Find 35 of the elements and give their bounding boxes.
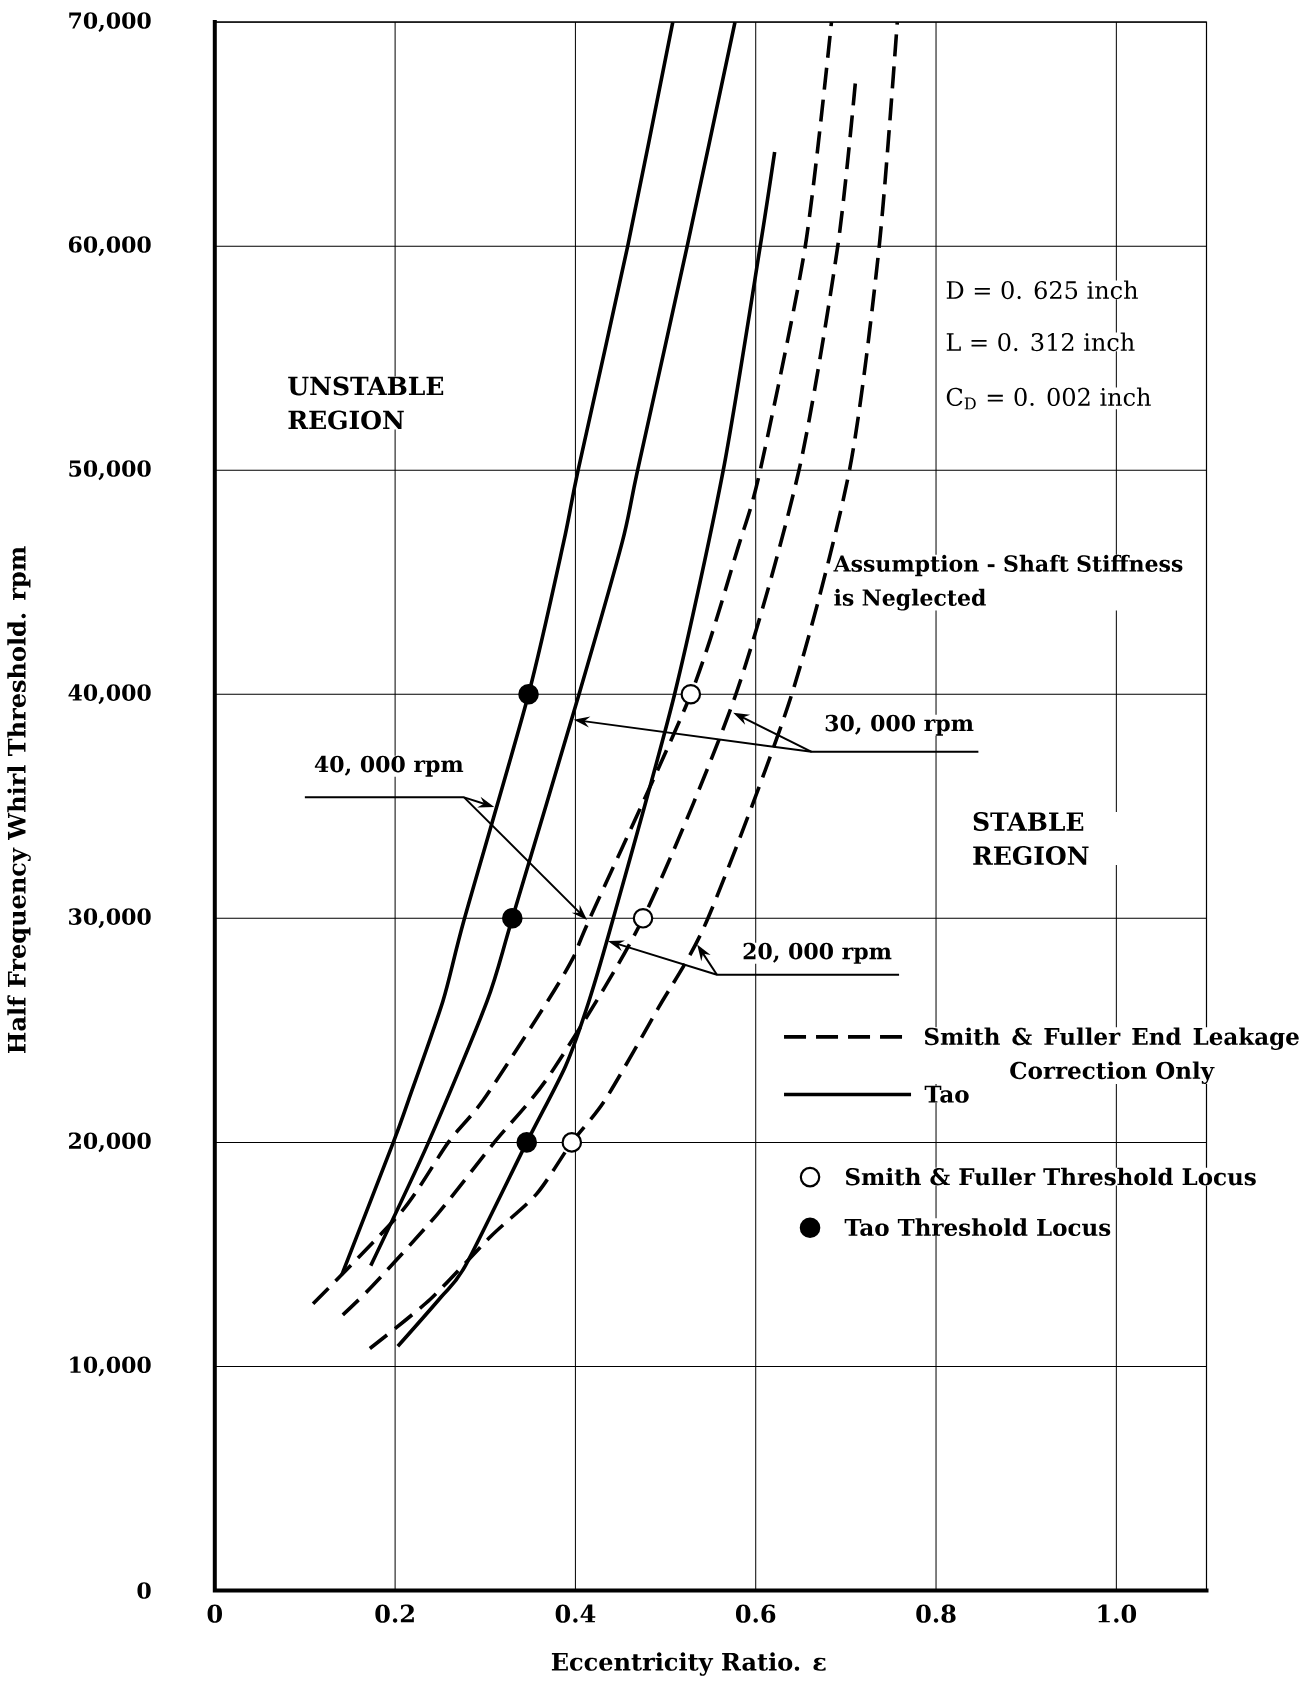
annotation: D = 0. 625 inch [946, 280, 1138, 300]
text: Smith & Fuller End Leakage Correction Only [924, 1027, 1299, 1084]
y-tick-label: 60,000 [68, 236, 151, 257]
text: Tao [924, 1085, 969, 1103]
legend-label: Tao Threshold Locus [844, 1218, 1111, 1237]
annotation: STABLE REGION [973, 812, 1089, 865]
y-tick-label: 50,000 [69, 460, 151, 481]
x-tick-label: 0.6 [735, 1604, 776, 1623]
y-tick-label: 20,000 [69, 1132, 151, 1153]
y-tick-label: 40,000 [68, 684, 151, 705]
annotation: C$_{D}$ = 0. 002 inch [946, 387, 1151, 410]
y-tick-label: 70,000 [69, 12, 151, 33]
point [561, 1132, 583, 1153]
y-tick-label: 0 [137, 1582, 151, 1599]
annotation: UNSTABLE REGION [288, 376, 444, 430]
x-tick-label: 0.2 [375, 1604, 414, 1623]
annotation: 20, 000 rpm [743, 942, 892, 964]
legend-label: Smith & Fuller Threshold Locus [845, 1167, 1256, 1186]
x-tick-label: 0 [207, 1604, 223, 1623]
y-tick-label: 10,000 [70, 1356, 151, 1377]
y-axis-title: Half Frequency Whirl Threshold. rpm [7, 546, 31, 1054]
point [680, 683, 702, 705]
point [502, 908, 523, 929]
annotation: Assumption - Shaft Stiffness is Neglected [833, 554, 1183, 611]
point [632, 908, 654, 929]
point [518, 683, 539, 705]
x-tick-label: 1.0 [1098, 1604, 1137, 1623]
x-axis-title: Eccentricity Ratio. ε [551, 1652, 826, 1676]
annotation: L = 0. 312 inch [946, 332, 1135, 352]
y-tick-label: 30,000 [69, 908, 151, 929]
point [516, 1132, 538, 1153]
annotation: 40, 000 rpm [314, 755, 464, 777]
x-tick-label: 0.4 [555, 1604, 596, 1623]
x-tick-label: 0.8 [916, 1604, 956, 1623]
annotation: 30, 000 rpm [825, 714, 974, 736]
